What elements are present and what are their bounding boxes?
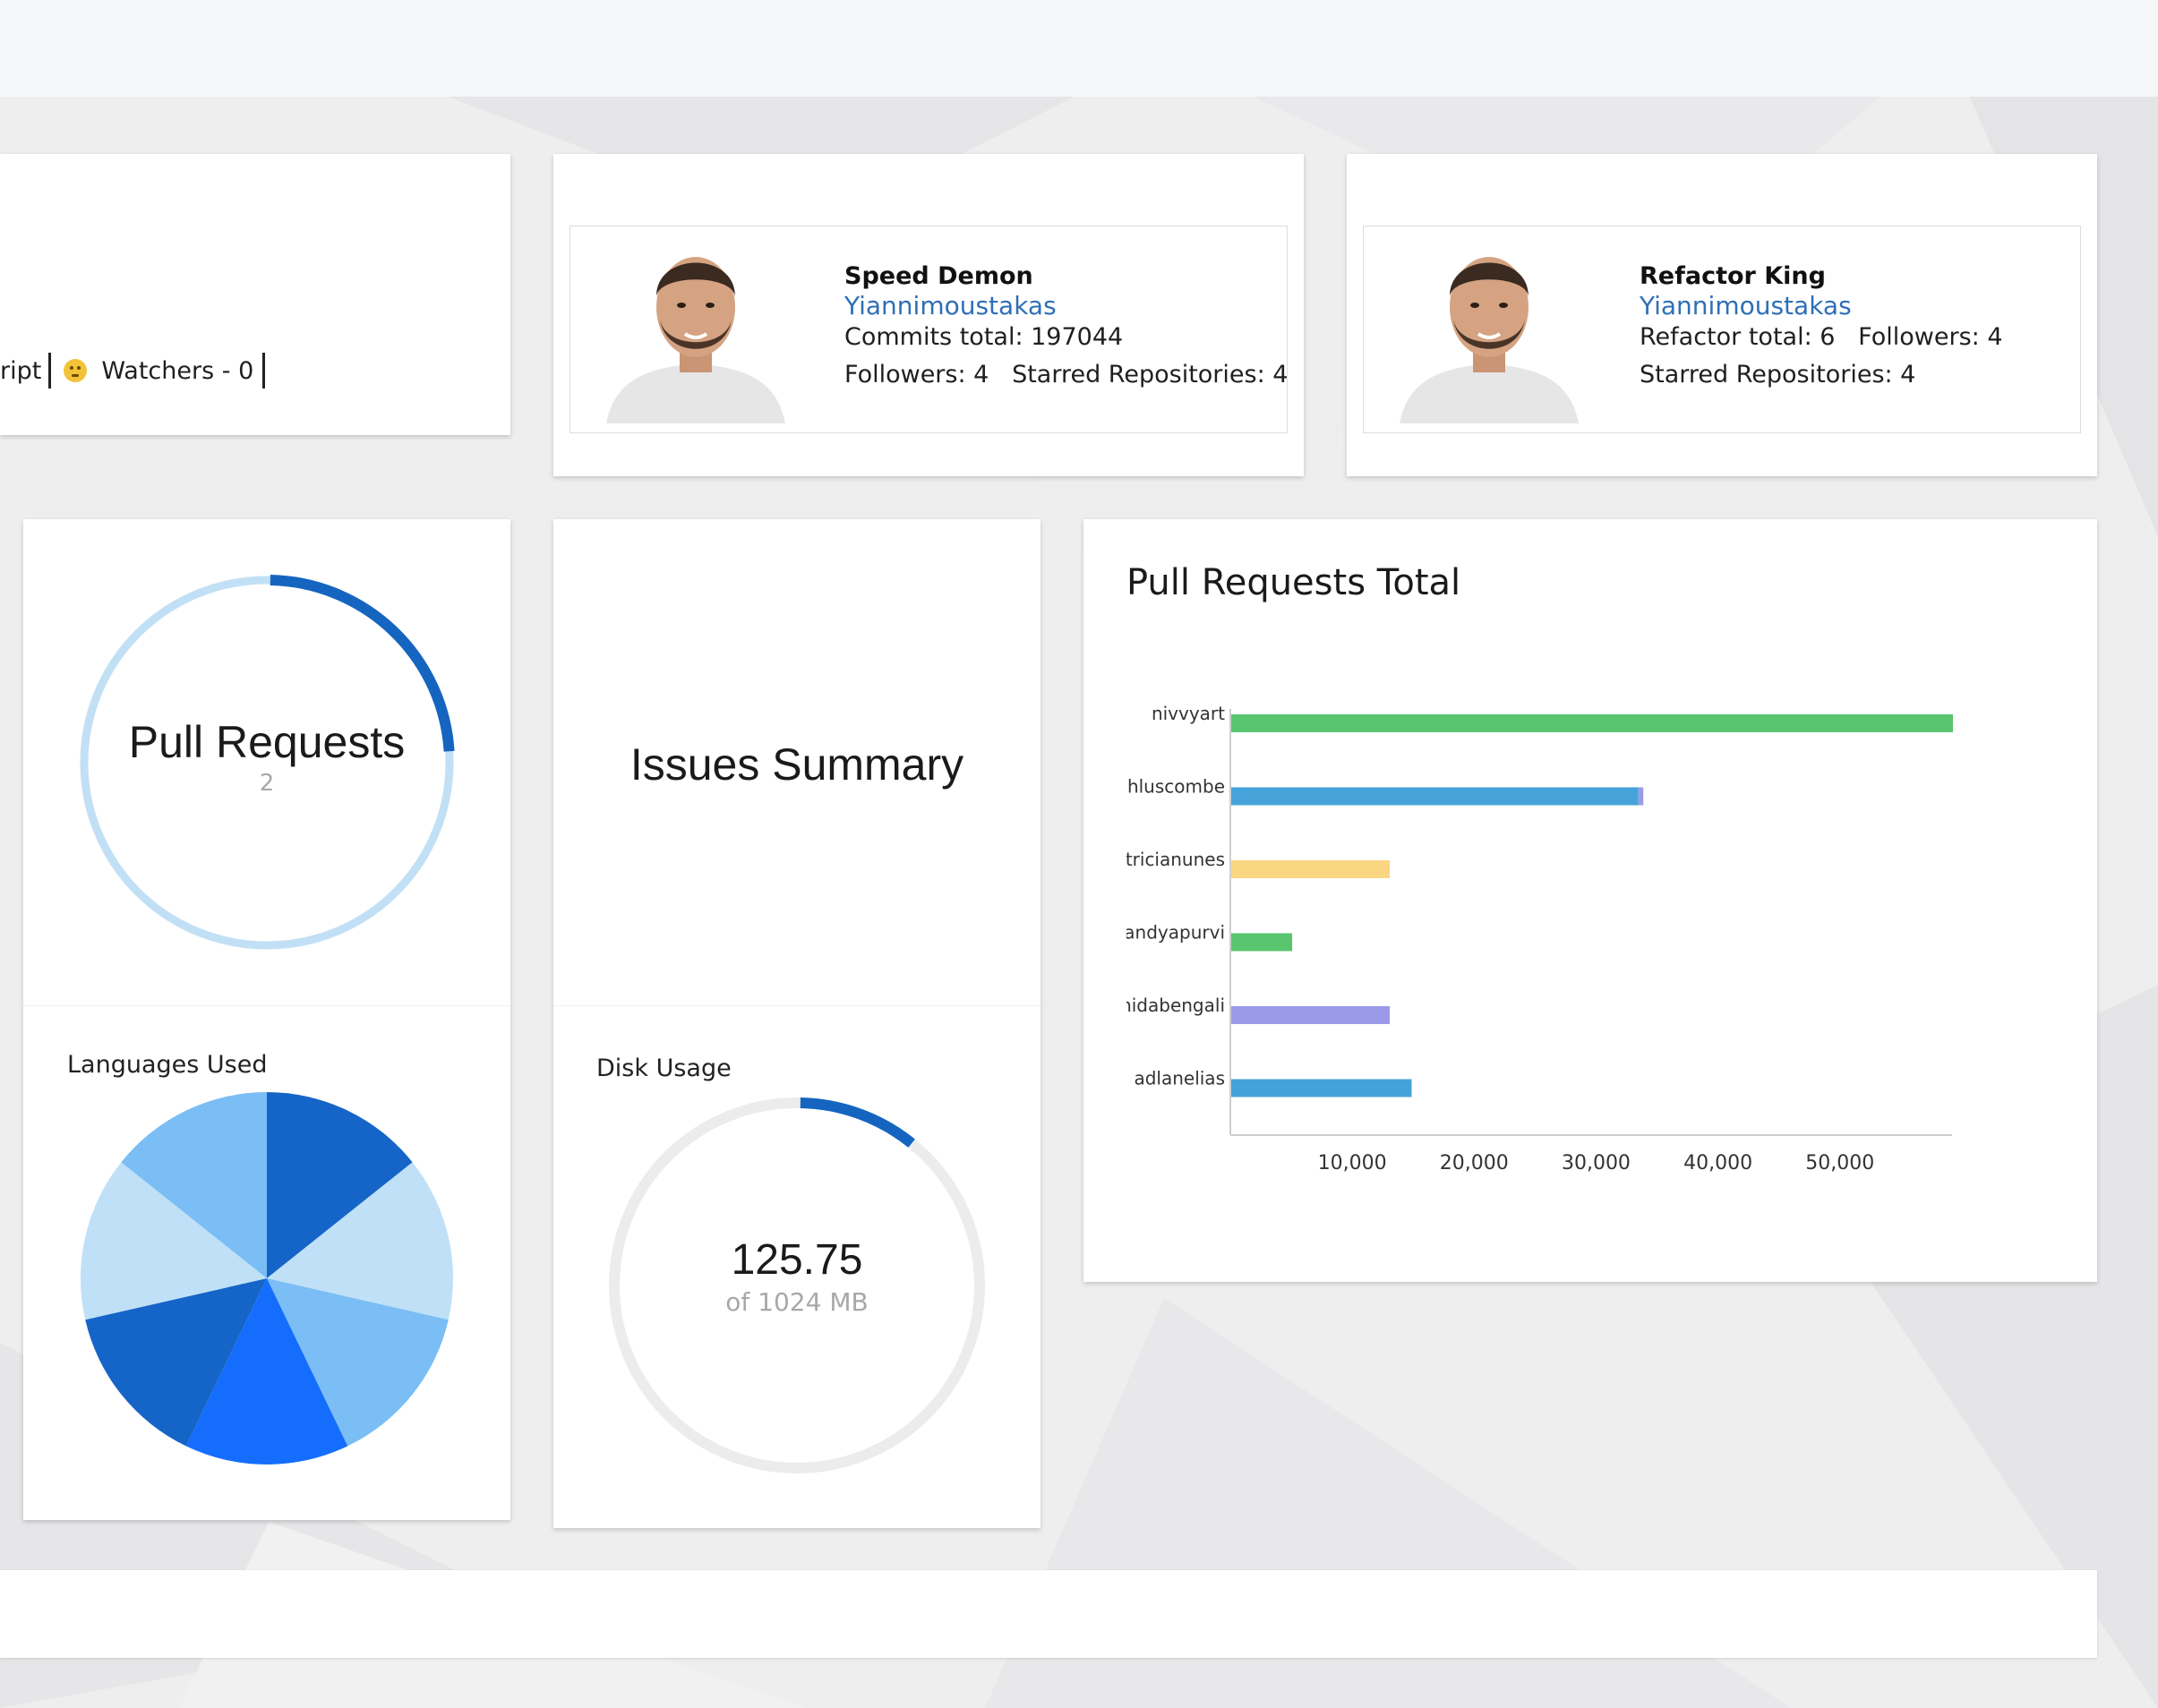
bar-shidabengali[interactable] bbox=[1231, 1006, 1390, 1024]
disk-usage-gauge-track bbox=[609, 1097, 985, 1473]
bar-atricianunes[interactable] bbox=[1231, 860, 1390, 878]
pull-requests-title: Pull Requests bbox=[128, 717, 406, 767]
refactor-king-card: Refactor King Yiannimoustakas Refactor t… bbox=[1347, 154, 2097, 476]
pie-slice[interactable] bbox=[121, 1092, 267, 1278]
chart-title: Pull Requests Total bbox=[1126, 562, 1461, 603]
speed-demon-card: Speed Demon Yiannimoustakas Commits tota… bbox=[553, 154, 1304, 476]
award-title: Speed Demon bbox=[844, 262, 1033, 290]
category-label: hluscombe bbox=[1127, 776, 1225, 798]
divider bbox=[553, 1005, 1040, 1006]
issues-summary-title: Issues Summary bbox=[629, 739, 964, 790]
pie-slice[interactable] bbox=[267, 1278, 449, 1447]
top-bar bbox=[0, 0, 2158, 97]
award-title: Refactor King bbox=[1640, 262, 1826, 290]
separator bbox=[262, 353, 266, 389]
languages-pie-chart bbox=[80, 1092, 453, 1465]
pie-slice[interactable] bbox=[267, 1162, 453, 1320]
footer-panel bbox=[0, 1570, 2097, 1658]
award-inner-box: Refactor King Yiannimoustakas Refactor t… bbox=[1363, 226, 2081, 433]
disk-usage-caption: of 1024 MB bbox=[725, 1287, 869, 1317]
x-tick-label: 20,000 bbox=[1440, 1152, 1509, 1174]
repo-stats-card: ript Watchers - 0 bbox=[0, 154, 510, 435]
award-starred: Starred Repositories: 4 bbox=[1640, 361, 1916, 389]
x-tick-label: 40,000 bbox=[1683, 1152, 1752, 1174]
repo-stats-line: ript Watchers - 0 bbox=[0, 353, 278, 389]
issues-disk-card: Issues Summary Disk Usage 125.75 of 1024… bbox=[553, 519, 1040, 1528]
pull-requests-gauge-track bbox=[80, 576, 454, 950]
avatar bbox=[597, 234, 794, 423]
watchers-emoji-icon bbox=[64, 359, 88, 382]
category-label: nivvyart bbox=[1152, 703, 1225, 724]
separator bbox=[48, 353, 52, 389]
award-followers-starred: Followers: 4 Starred Repositories: 4 bbox=[844, 361, 1289, 389]
pull-requests-total-card: Pull Requests Total nivvyart hluscombe atr… bbox=[1083, 519, 2097, 1282]
award-refactor-followers: Refactor total: 6 Followers: 4 bbox=[1640, 323, 2003, 351]
languages-used-label: Languages Used bbox=[67, 1051, 268, 1079]
pull-requests-count: 2 bbox=[259, 770, 275, 797]
disk-usage-label: Disk Usage bbox=[596, 1055, 732, 1082]
avatar bbox=[1391, 234, 1588, 423]
award-commits-total: Commits total: 197044 bbox=[844, 323, 1124, 351]
disk-usage-value: 125.75 bbox=[731, 1236, 863, 1284]
pie-slice[interactable] bbox=[80, 1162, 267, 1320]
pie-slice[interactable] bbox=[85, 1278, 267, 1447]
disk-usage-gauge bbox=[609, 1097, 985, 1473]
disk-usage-gauge-fill bbox=[800, 1097, 915, 1148]
category-label: atricianunes bbox=[1115, 849, 1225, 870]
pull-requests-bar-chart: nivvyart hluscombe atricianunes pandyapurvi… bbox=[1111, 703, 1953, 1174]
pie-slice[interactable] bbox=[267, 1092, 413, 1278]
avatar-photo bbox=[1391, 234, 1588, 423]
divider bbox=[23, 1005, 510, 1006]
x-tick-label: 50,000 bbox=[1805, 1152, 1874, 1174]
category-label: adlanelias bbox=[1134, 1068, 1225, 1089]
x-tick-label: 10,000 bbox=[1318, 1152, 1387, 1174]
pull-requests-gauge bbox=[80, 575, 455, 950]
bar-extra-hluscombe[interactable] bbox=[1638, 787, 1644, 806]
pull-requests-gauge-fill bbox=[270, 575, 455, 752]
pull-requests-languages-card: Pull Requests 2 Languages Used bbox=[23, 519, 510, 1520]
award-username-link[interactable]: Yiannimoustakas bbox=[844, 291, 1057, 320]
bar-pandyapurvi[interactable] bbox=[1231, 933, 1293, 952]
bar-adlanelias[interactable] bbox=[1231, 1079, 1412, 1097]
award-inner-box: Speed Demon Yiannimoustakas Commits tota… bbox=[569, 226, 1288, 433]
avatar-photo bbox=[597, 234, 794, 423]
pie-slice[interactable] bbox=[185, 1278, 348, 1465]
repo-language-text: ript bbox=[0, 356, 42, 385]
watchers-count: Watchers - 0 bbox=[101, 356, 254, 385]
award-username-link[interactable]: Yiannimoustakas bbox=[1640, 291, 1852, 320]
bar-nivvyart[interactable] bbox=[1231, 714, 1953, 732]
bar-hluscombe[interactable] bbox=[1231, 787, 1639, 806]
category-label: pandyapurvi bbox=[1113, 922, 1225, 944]
category-label: shidabengali bbox=[1111, 995, 1225, 1016]
x-tick-label: 30,000 bbox=[1562, 1152, 1631, 1174]
